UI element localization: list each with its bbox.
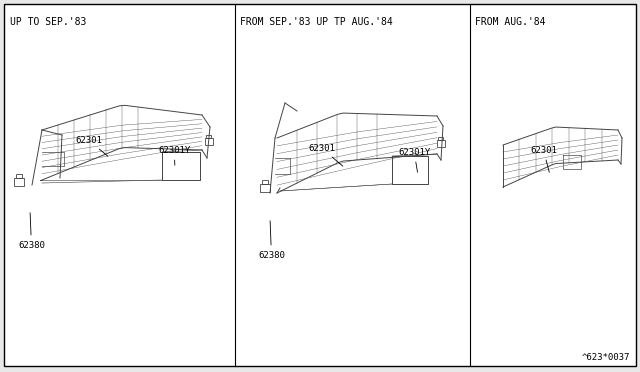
Bar (260, 184, 270, 192)
Bar (438, 137, 443, 140)
Bar (205, 138, 213, 145)
Text: 62301: 62301 (308, 144, 343, 166)
Bar (437, 140, 445, 147)
Text: FROM AUG.'84: FROM AUG.'84 (475, 17, 545, 27)
Text: 62301: 62301 (75, 135, 108, 156)
Bar (262, 180, 268, 184)
Text: 62380: 62380 (258, 221, 285, 260)
Text: ^623*0037: ^623*0037 (582, 353, 630, 362)
Bar (14, 178, 24, 186)
Text: UP TO SEP.'83: UP TO SEP.'83 (10, 17, 86, 27)
Text: 62301: 62301 (530, 145, 557, 172)
Text: 62301Y: 62301Y (398, 148, 430, 172)
Bar (16, 174, 22, 178)
Text: 62301Y: 62301Y (158, 145, 190, 165)
Text: FROM SEP.'83 UP TP AUG.'84: FROM SEP.'83 UP TP AUG.'84 (240, 17, 393, 27)
Bar (206, 135, 211, 138)
Text: 62380: 62380 (18, 213, 45, 250)
